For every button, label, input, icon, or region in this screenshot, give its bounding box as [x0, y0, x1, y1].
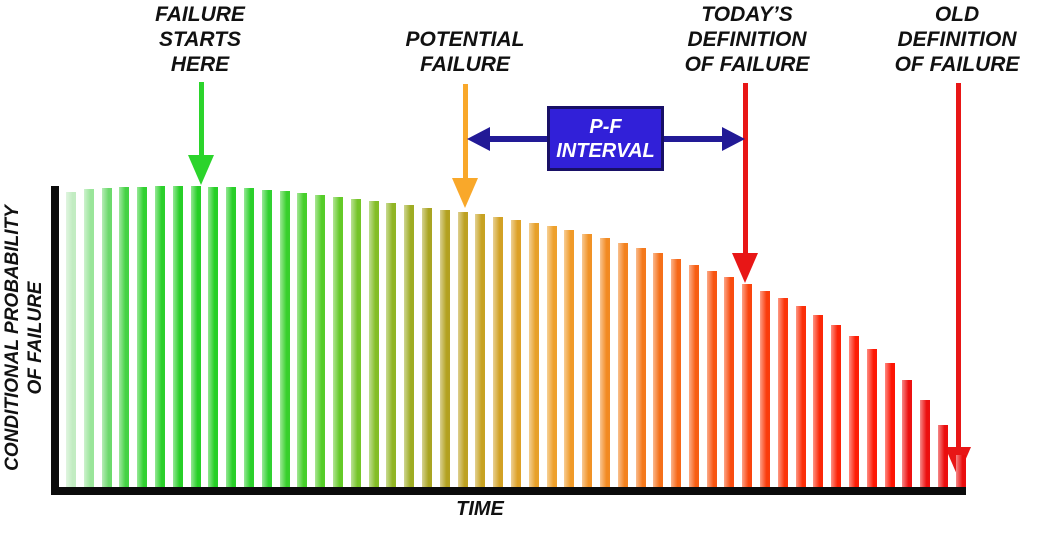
failure-starts-line: STARTS	[158, 28, 242, 51]
curve-bar	[831, 325, 842, 488]
old-definition-line: OF FAILURE	[894, 53, 1020, 76]
y-axis-label-line: CONDITIONAL PROBABILITY	[2, 205, 23, 471]
arrow-shaft	[742, 83, 748, 254]
curve-bar	[795, 306, 806, 488]
old-definition-line: OLD	[934, 3, 980, 26]
potential-failure-arrow-icon	[452, 84, 478, 208]
arrow-head	[452, 178, 478, 208]
old-definition-label: OLD DEFINITION OF FAILURE	[862, 2, 1042, 77]
curve-bar	[706, 271, 717, 488]
curve-bar	[902, 380, 913, 488]
curve-bar	[404, 205, 415, 488]
curve-bar	[119, 187, 130, 488]
failure-starts-arrow-icon	[188, 82, 214, 185]
arrow-head	[188, 155, 214, 185]
curve-bar	[297, 193, 308, 488]
curve-bar	[332, 197, 343, 488]
curve-bar	[849, 336, 860, 488]
x-axis	[51, 487, 966, 495]
curve-bar	[368, 201, 379, 488]
curve-bar	[528, 223, 539, 488]
curve-bar	[884, 363, 895, 488]
curve-bar	[938, 425, 949, 488]
bars	[66, 186, 966, 488]
y-axis-label: CONDITIONAL PROBABILITY OF FAILURE	[1, 178, 47, 498]
todays-definition-line: DEFINITION	[687, 28, 807, 51]
arrow-shaft	[462, 84, 468, 179]
curve-bar	[457, 212, 468, 488]
pf-interval-left-arrow-icon	[467, 127, 490, 151]
y-axis	[51, 186, 59, 495]
pf-interval-line: INTERVAL	[556, 139, 655, 162]
curve-bar	[599, 238, 610, 488]
curve-bar	[742, 284, 753, 488]
curve-bar	[866, 349, 877, 488]
arrow-shaft	[198, 82, 204, 156]
curve-bar	[688, 265, 699, 488]
todays-definition-arrow-icon	[732, 83, 758, 283]
failure-starts-label: FAILURE STARTS HERE	[105, 2, 295, 77]
potential-failure-label: POTENTIAL FAILURE	[370, 27, 560, 77]
potential-failure-line: FAILURE	[420, 53, 510, 76]
failure-starts-line: FAILURE	[155, 3, 245, 26]
curve-bar	[154, 186, 165, 488]
curve-bar	[635, 248, 646, 488]
curve-bar	[724, 277, 735, 488]
curve-bar	[190, 186, 201, 488]
y-axis-label-line: OF FAILURE	[25, 281, 46, 395]
curve-bar	[101, 188, 112, 488]
curve-bar	[208, 187, 219, 488]
curve-bar	[777, 298, 788, 488]
curve-bar	[66, 192, 76, 488]
curve-bar	[137, 187, 148, 488]
failure-starts-line: HERE	[170, 53, 230, 76]
curve-bar	[510, 220, 521, 488]
curve-bar	[920, 400, 931, 488]
arrow-shaft	[955, 83, 961, 448]
curve-bar	[279, 191, 290, 488]
curve-bar	[653, 253, 664, 488]
curve-bar	[617, 243, 628, 488]
potential-failure-line: POTENTIAL	[405, 28, 525, 51]
curve-bar	[243, 188, 254, 488]
old-definition-line: DEFINITION	[897, 28, 1017, 51]
curve-bar	[564, 230, 575, 488]
pf-interval-right-arrow-icon	[722, 127, 745, 151]
pf-interval-line: P-F	[589, 115, 622, 138]
curve-bar	[226, 187, 237, 488]
curve-bar	[261, 190, 272, 488]
curve-bar	[813, 315, 824, 488]
todays-definition-line: OF FAILURE	[684, 53, 810, 76]
curve-bar	[315, 195, 326, 488]
pf-interval-box: P-F INTERVAL	[547, 106, 664, 171]
curve-bar	[439, 210, 450, 488]
todays-definition-label: TODAY’S DEFINITION OF FAILURE	[652, 2, 842, 77]
x-axis-label: TIME	[456, 498, 504, 520]
curve-bar	[546, 226, 557, 488]
curve-bar	[475, 214, 486, 488]
curve-bar	[350, 199, 361, 488]
curve-bar	[421, 208, 432, 488]
curve-bar	[760, 291, 771, 488]
curve-bar	[955, 455, 966, 488]
arrow-head	[732, 253, 758, 283]
todays-definition-line: TODAY’S	[701, 3, 793, 26]
curve-bar	[83, 189, 94, 488]
curve-bar	[582, 234, 593, 488]
curve-bar	[671, 259, 682, 488]
curve-bar	[172, 186, 183, 488]
curve-bar	[493, 217, 504, 488]
curve-bar	[386, 203, 397, 488]
